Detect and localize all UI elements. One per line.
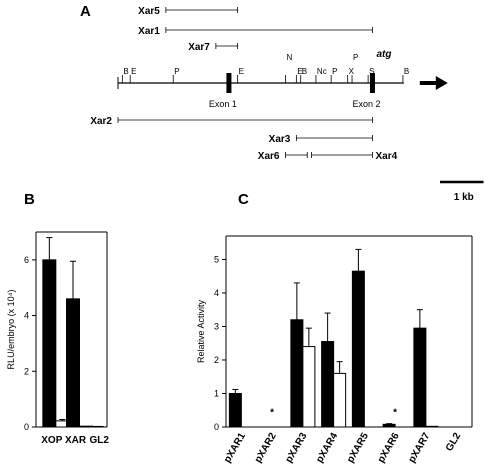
y-tick-label-1: 2 — [24, 366, 29, 376]
bar-pxar3-s1 — [302, 346, 316, 428]
category-label-pxar6: pXAR6 — [376, 431, 402, 465]
bar-pxar6-s0 — [382, 423, 396, 428]
y-tick-label-0: 0 — [214, 422, 219, 432]
y-tick-label-0: 0 — [24, 422, 29, 432]
category-label-xop: XOP — [41, 435, 62, 446]
transcription-arrow-head — [435, 76, 448, 90]
annotation-asterisk-0: * — [270, 407, 274, 418]
category-label-pxar2: pXAR2 — [253, 431, 279, 465]
fragment-label-xar4: Xar4 — [375, 151, 397, 162]
atg-label: atg — [376, 49, 391, 60]
site-label-5: E — [297, 67, 302, 76]
category-label-gl2: GL2 — [444, 431, 463, 454]
panel-label-c: C — [238, 191, 249, 208]
bar-xop-s0 — [42, 259, 57, 428]
site-label-3: E — [239, 67, 244, 76]
fragment-label-xar6: Xar6 — [258, 151, 280, 162]
bar-pxar7-s0 — [413, 327, 427, 428]
site-label-4: N — [286, 53, 292, 62]
bar-xar-s0 — [66, 298, 80, 428]
exon-label-1: Exon 2 — [352, 99, 380, 109]
bar-gl2-s0 — [89, 425, 104, 428]
y-axis-label: Relative Activity — [196, 299, 206, 363]
fragment-label-xar7: Xar7 — [188, 42, 210, 53]
y-tick-label-3: 6 — [24, 255, 29, 265]
site-label-12: B — [404, 67, 409, 76]
bar-pxar3-s0 — [290, 319, 304, 428]
category-label-pxar4: pXAR4 — [314, 431, 340, 465]
site-label-11: S — [369, 67, 374, 76]
annotation-asterisk-1: * — [393, 407, 397, 418]
site-label-6: B — [302, 67, 307, 76]
site-label-9: P — [353, 53, 358, 62]
fragment-label-xar1: Xar1 — [138, 26, 160, 37]
category-label-gl2: GL2 — [89, 435, 109, 446]
y-tick-label-1: 1 — [214, 388, 219, 398]
fragment-label-xar3: Xar3 — [269, 134, 291, 145]
y-tick-label-3: 3 — [214, 321, 219, 331]
panel-label-a: A — [80, 3, 91, 20]
bar-pxar1-s0 — [228, 392, 242, 428]
scale-bar-label: 1 kb — [454, 192, 474, 203]
site-label-10: X — [349, 67, 355, 76]
y-tick-label-2: 4 — [24, 311, 29, 321]
y-axis-label: RLU/embryo (x 10⁴) — [6, 290, 16, 370]
site-label-8: P — [332, 67, 337, 76]
panel-label-b: B — [24, 191, 35, 208]
exon-label-0: Exon 1 — [209, 99, 237, 109]
y-tick-label-5: 5 — [214, 254, 219, 264]
category-label-pxar7: pXAR7 — [407, 431, 433, 465]
chart-b: 0 2 4 6 RLU/embryo (x 10⁴) XOP XAR GL2 — [6, 231, 109, 446]
site-label-1: E — [131, 67, 136, 76]
site-label-2: P — [174, 67, 179, 76]
category-label-pxar5: pXAR5 — [345, 431, 371, 465]
category-label-pxar1: pXAR1 — [222, 431, 248, 465]
bar-pxar5-s0 — [351, 270, 365, 428]
y-tick-label-2: 2 — [214, 355, 219, 365]
bar-pxar4-s1 — [333, 372, 347, 428]
bar-pxar7-s1 — [425, 425, 439, 428]
bar-pxar4-s0 — [321, 341, 335, 428]
category-label-xar: XAR — [65, 435, 87, 446]
fragment-label-xar2: Xar2 — [90, 116, 112, 127]
fragment-label-xar5: Xar5 — [138, 6, 160, 17]
site-label-7: Nc — [317, 67, 327, 76]
site-label-0: B — [123, 67, 128, 76]
y-tick-label-4: 4 — [214, 288, 219, 298]
exon-box-1 — [369, 73, 375, 93]
category-label-pxar3: pXAR3 — [284, 431, 310, 465]
exon-box-0 — [226, 73, 232, 93]
